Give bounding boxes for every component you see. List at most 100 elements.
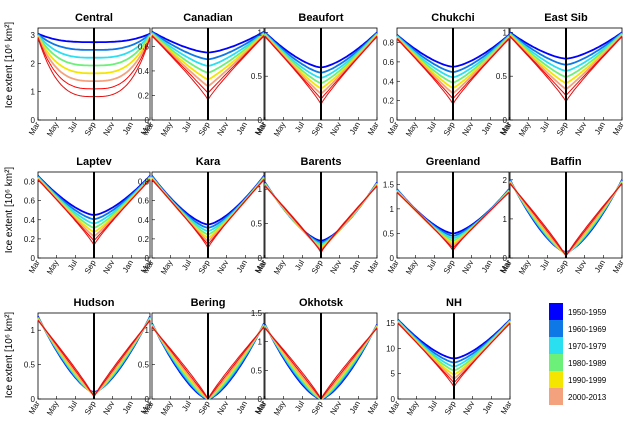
y-tick-label: 0 bbox=[503, 116, 508, 125]
y-tick-label: 1.5 bbox=[383, 180, 395, 189]
legend-label: 2000-2013 bbox=[568, 393, 607, 402]
panel-title: Beaufort bbox=[298, 12, 344, 24]
y-tick-label: 0 bbox=[390, 254, 395, 263]
y-tick-label: 2 bbox=[503, 176, 508, 185]
panel-title: Laptev bbox=[76, 156, 112, 168]
y-tick-label: 3 bbox=[31, 31, 36, 40]
x-tick-label: Jul bbox=[425, 258, 438, 272]
x-tick-label: Jan bbox=[348, 400, 362, 416]
x-tick-label: May bbox=[159, 400, 174, 418]
y-tick-label: 0 bbox=[391, 395, 396, 404]
legend-label: 1960-1969 bbox=[568, 325, 607, 334]
x-tick-label: Mar bbox=[254, 120, 269, 137]
x-tick-label: Mar bbox=[141, 120, 156, 137]
legend-entry: 1990-1999 bbox=[549, 371, 607, 388]
x-tick-label: Jan bbox=[348, 259, 362, 275]
x-tick-label: Nov bbox=[215, 121, 230, 138]
x-tick-label: Mar bbox=[499, 258, 514, 275]
y-tick-label: 0.5 bbox=[24, 361, 36, 370]
x-tick-label: Nov bbox=[573, 259, 588, 276]
panel-title: Baffin bbox=[550, 156, 581, 168]
y-tick-label: 0 bbox=[390, 116, 395, 125]
y-tick-label: 0 bbox=[503, 254, 508, 263]
y-tick-label: 1 bbox=[31, 88, 36, 97]
x-tick-label: Sep bbox=[310, 399, 325, 416]
y-axis-label-row1: Ice extent [10⁶ km²] bbox=[4, 22, 15, 109]
panel-title: Okhotsk bbox=[299, 297, 344, 309]
y-tick-label: 0.2 bbox=[138, 235, 150, 244]
legend-label: 1950-1959 bbox=[568, 308, 607, 317]
x-tick-label: Mar bbox=[27, 399, 42, 416]
legend-swatch bbox=[549, 303, 563, 320]
x-tick-label: Mar bbox=[386, 120, 401, 137]
x-tick-label: Nov bbox=[328, 121, 343, 138]
x-tick-label: May bbox=[517, 259, 532, 277]
y-tick-label: 1 bbox=[145, 326, 150, 335]
x-tick-label: Jul bbox=[180, 258, 193, 272]
x-tick-label: Sep bbox=[197, 258, 212, 275]
panel-title: Barents bbox=[301, 156, 342, 168]
x-tick-label: Mar bbox=[499, 399, 514, 416]
y-tick-label: 15 bbox=[386, 319, 395, 328]
y-tick-label: 0.2 bbox=[138, 91, 150, 100]
x-tick-label: Jul bbox=[538, 120, 551, 134]
x-tick-label: Nov bbox=[573, 121, 588, 138]
y-tick-label: 0 bbox=[258, 116, 263, 125]
y-tick-label: 0.4 bbox=[138, 216, 150, 225]
x-tick-label: May bbox=[272, 400, 287, 418]
x-tick-label: Nov bbox=[328, 259, 343, 276]
legend-swatch bbox=[549, 320, 563, 337]
panel-title: East Sib bbox=[544, 12, 588, 24]
x-tick-label: May bbox=[404, 259, 419, 277]
x-tick-label: Jan bbox=[348, 121, 362, 137]
x-tick-label: May bbox=[404, 121, 419, 139]
y-tick-label: 5 bbox=[391, 370, 396, 379]
x-tick-label: Jul bbox=[426, 399, 439, 413]
x-tick-label: May bbox=[405, 400, 420, 418]
x-tick-label: Jan bbox=[593, 259, 607, 275]
x-tick-label: Sep bbox=[443, 399, 458, 416]
x-tick-label: Jul bbox=[425, 120, 438, 134]
x-tick-label: Jan bbox=[235, 259, 249, 275]
y-tick-label: 1 bbox=[503, 215, 508, 224]
y-tick-label: 1 bbox=[258, 338, 263, 347]
legend-entry: 1950-1959 bbox=[549, 303, 607, 320]
panel-title: Chukchi bbox=[431, 12, 474, 24]
x-tick-label: Jul bbox=[538, 258, 551, 272]
x-tick-label: Sep bbox=[442, 120, 457, 137]
y-tick-label: 0 bbox=[258, 254, 263, 263]
x-tick-label: May bbox=[159, 121, 174, 139]
x-tick-label: Mar bbox=[141, 399, 156, 416]
x-tick-label: Jul bbox=[293, 399, 306, 413]
legend-label: 1970-1979 bbox=[568, 342, 607, 351]
x-tick-label: Mar bbox=[387, 399, 402, 416]
x-tick-label: May bbox=[45, 259, 60, 277]
x-tick-label: Nov bbox=[460, 259, 475, 276]
legend-swatch bbox=[549, 371, 563, 388]
x-tick-label: Sep bbox=[83, 399, 98, 416]
y-tick-label: 0 bbox=[145, 395, 150, 404]
x-tick-label: Nov bbox=[328, 400, 343, 417]
y-tick-label: 1 bbox=[258, 185, 263, 194]
y-tick-label: 0.6 bbox=[24, 197, 36, 206]
y-tick-label: 0 bbox=[145, 254, 150, 263]
x-tick-label: Jul bbox=[180, 120, 193, 134]
x-tick-label: Mar bbox=[611, 258, 626, 275]
x-tick-label: Jul bbox=[66, 120, 79, 134]
y-tick-label: 0.6 bbox=[383, 58, 395, 67]
x-tick-label: Jul bbox=[180, 399, 193, 413]
legend-swatch bbox=[549, 354, 563, 371]
y-tick-label: 1 bbox=[390, 205, 395, 214]
x-tick-label: Sep bbox=[197, 120, 212, 137]
x-tick-label: Mar bbox=[254, 399, 269, 416]
y-tick-label: 0 bbox=[258, 395, 263, 404]
y-tick-label: 0.5 bbox=[251, 366, 263, 375]
legend-swatch bbox=[549, 337, 563, 354]
